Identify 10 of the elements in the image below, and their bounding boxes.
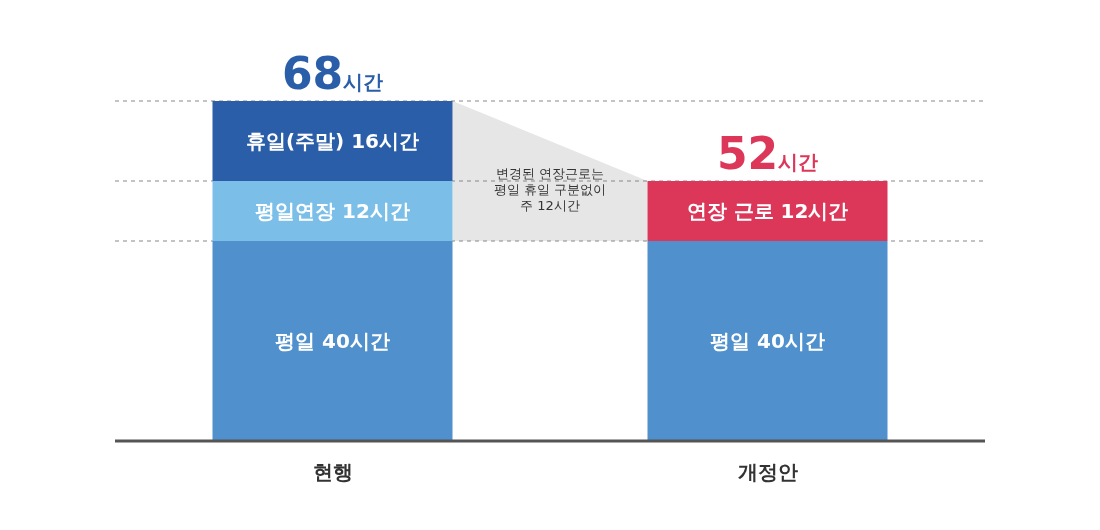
data-label: 평일연장 12시간 — [255, 199, 410, 223]
total-label: 68시간 — [281, 48, 384, 99]
x-tick-label: 현행 — [312, 460, 353, 484]
annotation: 변경된 연장근로는 평일 휴일 구분없이 주 12시간 — [493, 166, 607, 213]
x-tick-label: 개정안 — [737, 460, 798, 484]
data-label: 연장 근로 12시간 — [686, 199, 849, 223]
total-label: 52시간 — [716, 128, 819, 179]
data-label: 평일 40시간 — [275, 329, 390, 353]
data-label: 휴일(주말) 16시간 — [245, 129, 420, 153]
data-label: 평일 40시간 — [710, 329, 825, 353]
